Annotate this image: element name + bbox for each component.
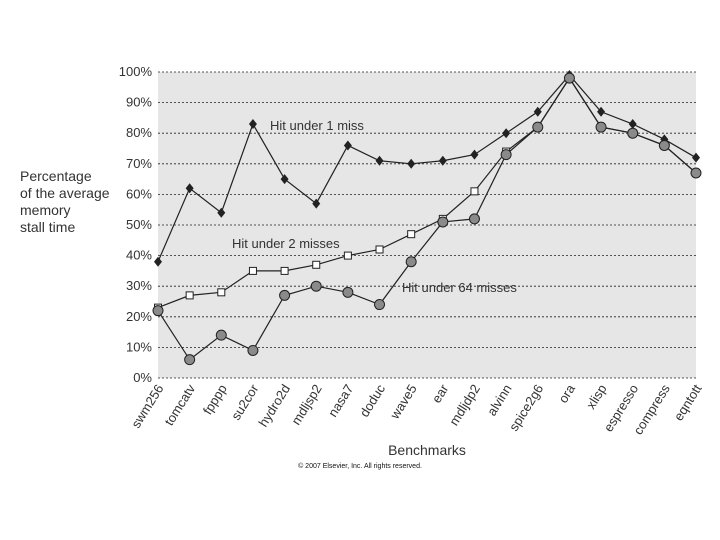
- gridlines: [158, 71, 696, 379]
- series-label-hit-under-64-misses: Hit under 64 misses: [402, 280, 517, 295]
- y-tick-label: 0%: [133, 370, 152, 385]
- y-axis-label: Percentage of the average memory stall t…: [20, 168, 140, 236]
- data-point-circle: [215, 329, 227, 341]
- y-tick-label: 80%: [126, 125, 152, 140]
- y-tick-label: 10%: [126, 339, 152, 354]
- data-point-circle: [279, 289, 291, 301]
- data-point-diamond: [280, 174, 289, 185]
- line-chart: 0% 10% 20% 30% 40% 50% 60% 70% 80% 90% 100% swm256…: [119, 64, 705, 458]
- x-tick-label: fpppp: [200, 382, 230, 418]
- data-point-square: [185, 291, 194, 300]
- y-tick-label: 70%: [126, 156, 152, 171]
- x-tick-label: tomcatv: [161, 381, 198, 428]
- data-point-circle: [247, 344, 259, 356]
- x-tick-label: xlisp: [583, 382, 610, 412]
- y-tick-label: 60%: [126, 186, 152, 201]
- data-point-diamond: [502, 128, 511, 139]
- y-axis-label-line: Percentage: [20, 168, 92, 184]
- y-tick-label: 20%: [126, 309, 152, 324]
- data-point-circle: [374, 299, 386, 311]
- x-tick-label: wave5: [387, 382, 420, 423]
- y-tick-label: 50%: [126, 217, 152, 232]
- y-axis-label-line: stall time: [20, 219, 76, 235]
- series-line: [157, 74, 697, 262]
- data-point-square: [470, 187, 479, 196]
- data-point-square: [375, 245, 384, 254]
- data-point-circle: [405, 256, 417, 268]
- data-point-circle: [627, 127, 639, 139]
- x-tick-label: swm256: [128, 382, 166, 431]
- x-axis-label: Benchmarks: [388, 442, 466, 458]
- data-point-diamond: [248, 119, 257, 130]
- data-point-diamond: [692, 152, 700, 163]
- data-point-circle: [500, 149, 512, 161]
- x-tick-label: mdljsp2: [288, 382, 324, 428]
- y-tick-label: 30%: [126, 278, 152, 293]
- data-point-circle: [658, 139, 670, 151]
- data-point-diamond: [597, 106, 606, 117]
- series-layer: [152, 70, 702, 366]
- y-axis-label-line: of the average: [20, 185, 110, 201]
- y-tick-label: 100%: [119, 64, 153, 79]
- y-tick-labels: 0% 10% 20% 30% 40% 50% 60% 70% 80% 90% 100%: [119, 64, 153, 385]
- copyright-notice: © 2007 Elsevier, Inc. All rights reserve…: [298, 463, 422, 470]
- data-point-square: [280, 266, 289, 275]
- x-tick-label: ear: [429, 381, 452, 405]
- data-point-square: [312, 260, 321, 269]
- data-point-square: [343, 251, 352, 260]
- data-point-circle: [310, 280, 322, 292]
- x-tick-label: nasa7: [325, 382, 356, 420]
- data-point-diamond: [375, 155, 384, 166]
- data-point-circle: [690, 167, 702, 179]
- data-point-circle: [532, 121, 544, 133]
- y-tick-label: 90%: [126, 95, 152, 110]
- data-point-circle: [437, 216, 449, 228]
- data-point-circle: [595, 121, 607, 133]
- data-point-square: [248, 266, 257, 275]
- data-point-diamond: [343, 140, 352, 151]
- y-axis-label-line: memory: [20, 202, 71, 218]
- data-point-square: [407, 230, 416, 239]
- data-point-diamond: [470, 149, 479, 160]
- data-point-diamond: [533, 106, 542, 117]
- data-point-diamond: [312, 198, 321, 209]
- x-tick-label: ora: [555, 381, 578, 406]
- data-point-circle: [184, 354, 196, 366]
- series-label-hit-under-2-misses: Hit under 2 misses: [232, 236, 340, 251]
- data-point-square: [217, 288, 226, 297]
- x-tick-label: su2cor: [228, 381, 262, 423]
- data-point-diamond: [628, 119, 637, 130]
- x-tick-label: mdljdp2: [446, 382, 483, 429]
- data-point-diamond: [185, 183, 194, 194]
- x-tick-label: hydro2d: [256, 382, 294, 430]
- data-point-circle: [152, 305, 164, 317]
- y-tick-label: 40%: [126, 248, 152, 263]
- data-point-circle: [468, 213, 480, 225]
- data-point-diamond: [217, 207, 226, 218]
- data-point-circle: [342, 286, 354, 298]
- data-point-diamond: [407, 158, 416, 169]
- x-tick-label: doduc: [357, 381, 389, 419]
- series-label-hit-under-1-miss: Hit under 1 miss: [270, 118, 364, 133]
- data-point-diamond: [438, 155, 447, 166]
- x-tick-label: eqntott: [671, 381, 705, 423]
- data-point-circle: [563, 72, 575, 84]
- data-point-diamond: [154, 256, 162, 267]
- x-tick-label: alvinn: [484, 382, 515, 419]
